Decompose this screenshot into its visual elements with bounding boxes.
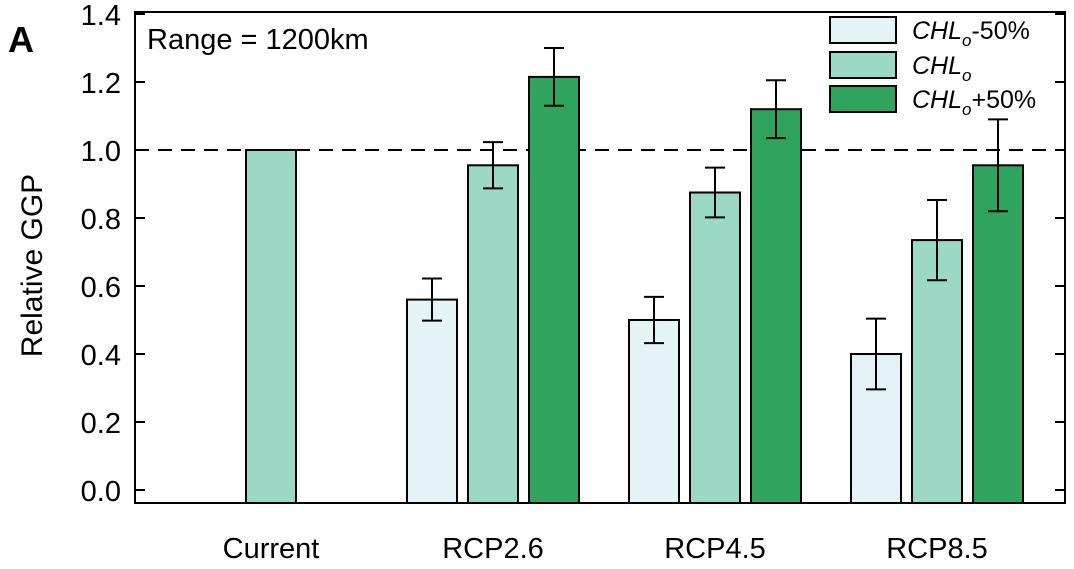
x-tick-label: Current	[223, 533, 320, 565]
plot-frame	[134, 11, 1066, 504]
bar-rcp85-series2	[911, 239, 963, 504]
y-tick-label: 0.6	[81, 272, 121, 304]
legend-swatch	[829, 85, 897, 113]
bar-rcp45-series2	[689, 191, 741, 504]
y-axis-title: Relative GGP	[16, 174, 49, 357]
y-tick-label: 1.0	[81, 136, 121, 168]
bar-rcp45-series3	[750, 108, 802, 504]
legend-swatch	[829, 16, 897, 44]
y-axis-ticks: 0.0 0.2 0.4 0.6 0.8 1.0 1.2 1.4	[81, 0, 1065, 508]
error-bars-layer	[422, 47, 1008, 391]
bars-layer	[245, 75, 1024, 505]
x-tick-label: RCP2.6	[442, 533, 544, 565]
bar-rcp26-series1	[406, 298, 458, 504]
y-tick-label: 0.2	[81, 408, 121, 440]
bar-rcp85-series3	[972, 164, 1024, 505]
y-tick-label: 0.8	[81, 204, 121, 236]
legend-entry: CHLo+50%	[912, 86, 1036, 119]
y-tick-label: 1.2	[81, 68, 121, 100]
y-tick-label: 1.4	[81, 0, 121, 32]
bar-rcp26-series2	[467, 164, 519, 505]
bar-rcp26-series3	[528, 75, 580, 505]
x-axis-tick-labels: Current RCP2.6 RCP4.5 RCP8.5	[223, 533, 988, 565]
bar-current-series2	[245, 149, 297, 504]
x-tick-label: RCP8.5	[886, 533, 988, 565]
y-tick-label: 0.0	[81, 476, 121, 508]
panel-label: A	[8, 19, 34, 60]
x-tick-label: RCP4.5	[664, 533, 766, 565]
legend-entry: CHLo-50%	[912, 17, 1030, 50]
range-annotation: Range = 1200km	[147, 24, 369, 56]
bar-rcp45-series1	[628, 319, 680, 504]
legend-swatch	[829, 51, 897, 79]
y-tick-label: 0.4	[81, 340, 121, 372]
legend-entry: CHLo	[912, 52, 971, 85]
